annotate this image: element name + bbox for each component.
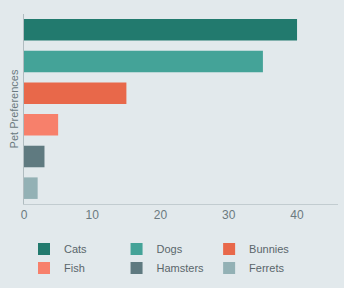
svg-text:Bunnies: Bunnies — [249, 243, 289, 255]
svg-text:Ferrets: Ferrets — [249, 262, 284, 274]
svg-text:20: 20 — [154, 208, 168, 222]
svg-text:40: 40 — [290, 208, 304, 222]
svg-text:0: 0 — [21, 208, 28, 222]
svg-text:30: 30 — [222, 208, 236, 222]
svg-text:Pet Preferences: Pet Preferences — [8, 69, 20, 148]
svg-text:10: 10 — [86, 208, 100, 222]
svg-text:Hamsters: Hamsters — [157, 262, 205, 274]
svg-text:Fish: Fish — [64, 262, 85, 274]
svg-text:Cats: Cats — [64, 243, 87, 255]
svg-text:Dogs: Dogs — [157, 243, 183, 255]
